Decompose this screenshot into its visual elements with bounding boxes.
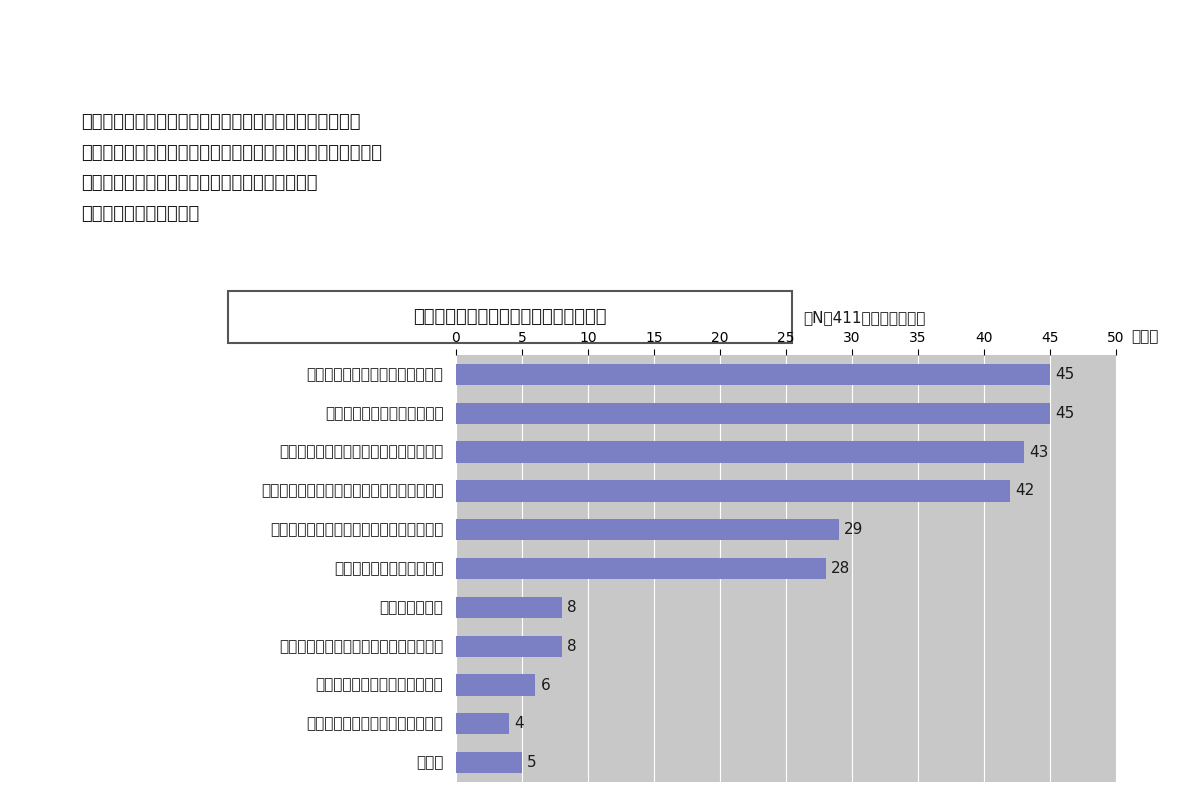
- FancyBboxPatch shape: [8, 82, 1190, 281]
- Text: スピーディーな活動が可能となった要因: スピーディーな活動が可能となった要因: [436, 27, 764, 57]
- Text: 〇スピーディーな活動が可能となった大きな要因として、
　「自社・協力会社が地元の建設企業であり、地理に詳しい」
　「日頃から緊急時に備えた体制ができていた」
　: 〇スピーディーな活動が可能となった大きな要因として、 「自社・協力会社が地元の建…: [82, 113, 382, 223]
- Bar: [456, 403, 1050, 424]
- Text: 地元の建設会社であり、協力会社も地元: 地元の建設会社であり、協力会社も地元: [280, 444, 444, 460]
- Text: （件）: （件）: [1132, 330, 1159, 345]
- Text: （N＝411）（複数回答）: （N＝411）（複数回答）: [803, 310, 925, 325]
- Bar: [456, 480, 1010, 502]
- Bar: [456, 558, 826, 579]
- Text: 42: 42: [1015, 484, 1034, 499]
- Text: 45: 45: [1055, 406, 1074, 421]
- Text: 日頃から緊急時に備えた体制ができていた: 日頃から緊急時に備えた体制ができていた: [270, 522, 444, 537]
- Text: 4: 4: [514, 717, 523, 731]
- FancyBboxPatch shape: [228, 291, 792, 343]
- Text: その他: その他: [416, 755, 444, 770]
- Text: 社員の協力意識: 社員の協力意識: [379, 600, 444, 615]
- Text: 45: 45: [1055, 367, 1074, 382]
- Text: 8: 8: [566, 600, 576, 615]
- Text: 従業員が地元の地理に詳しい: 従業員が地元の地理に詳しい: [325, 406, 444, 421]
- Text: 長年の補修工事の受注経験が生かされた: 長年の補修工事の受注経験が生かされた: [280, 638, 444, 654]
- Text: 協力会社の協力がよかった: 協力会社の協力がよかった: [334, 561, 444, 576]
- Text: 作業員やオペレーターを自社で雇用している: 作業員やオペレーターを自社で雇用している: [260, 484, 444, 499]
- Text: 過去の地震・津波の経験が生きた: 過去の地震・津波の経験が生きた: [306, 717, 444, 731]
- Text: 建設業界が災害に一丸となった: 建設業界が災害に一丸となった: [316, 678, 444, 693]
- Text: 5: 5: [527, 755, 536, 770]
- Bar: [456, 364, 1050, 385]
- Text: スピーディーな活動が可能となった要因: スピーディーな活動が可能となった要因: [413, 308, 606, 326]
- Text: 29: 29: [844, 522, 864, 537]
- Bar: [456, 713, 509, 734]
- Text: 建設機械等を自社で確保している: 建設機械等を自社で確保している: [306, 367, 444, 382]
- Bar: [456, 519, 839, 540]
- Bar: [456, 441, 1024, 463]
- Bar: [456, 674, 535, 696]
- Text: 28: 28: [830, 561, 850, 576]
- Bar: [456, 635, 562, 657]
- Bar: [456, 752, 522, 773]
- Bar: [456, 597, 562, 618]
- Text: 43: 43: [1028, 444, 1049, 460]
- Text: 8: 8: [566, 638, 576, 654]
- Text: 6: 6: [540, 678, 551, 693]
